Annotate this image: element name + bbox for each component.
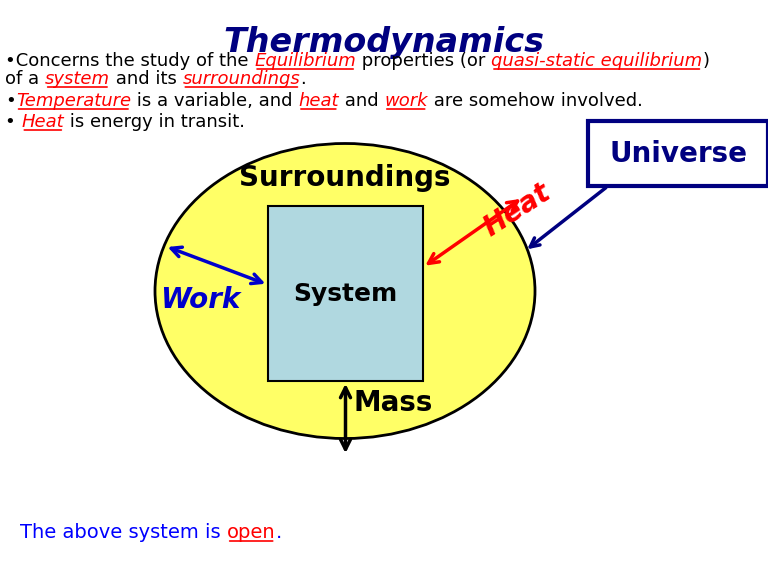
Text: quasi-static equilibrium: quasi-static equilibrium: [491, 52, 702, 70]
Text: The above system is: The above system is: [20, 523, 227, 542]
Text: Universe: Universe: [609, 139, 747, 168]
Text: •: •: [5, 113, 22, 131]
Text: and: and: [339, 92, 384, 110]
Text: Equilibrium: Equilibrium: [254, 52, 356, 70]
Text: Mass: Mass: [353, 389, 433, 417]
Text: and its: and its: [110, 70, 183, 88]
Text: surroundings: surroundings: [183, 70, 300, 88]
Text: are somehow involved.: are somehow involved.: [428, 92, 642, 110]
FancyBboxPatch shape: [588, 121, 768, 186]
Text: is energy in transit.: is energy in transit.: [64, 113, 245, 131]
Text: open: open: [227, 523, 276, 542]
Text: system: system: [45, 70, 110, 88]
Text: properties (or: properties (or: [356, 52, 491, 70]
Text: .: .: [300, 70, 306, 88]
Text: Thermodynamics: Thermodynamics: [223, 26, 545, 59]
Text: .: .: [276, 523, 282, 542]
Text: of a: of a: [5, 70, 45, 88]
Text: heat: heat: [298, 92, 339, 110]
Text: •Concerns the study of the: •Concerns the study of the: [5, 52, 254, 70]
Text: ): ): [702, 52, 710, 70]
Ellipse shape: [155, 143, 535, 438]
Text: Heat: Heat: [478, 179, 555, 242]
Text: Heat: Heat: [22, 113, 64, 131]
Text: work: work: [384, 92, 428, 110]
FancyBboxPatch shape: [268, 206, 423, 381]
Text: is a variable, and: is a variable, and: [131, 92, 298, 110]
Text: System: System: [293, 282, 398, 305]
Text: •: •: [5, 92, 16, 110]
Text: Surroundings: Surroundings: [240, 165, 451, 192]
Text: Work: Work: [160, 286, 240, 314]
Text: Temperature: Temperature: [16, 92, 131, 110]
